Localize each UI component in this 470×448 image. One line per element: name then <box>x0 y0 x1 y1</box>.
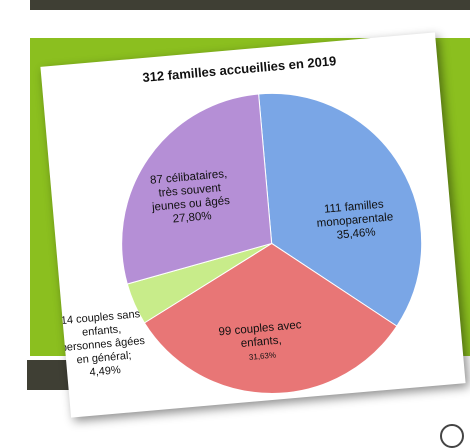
top-dark-bar <box>30 0 470 10</box>
pie-slice <box>121 93 273 285</box>
slice-label-line: enfants, <box>82 323 122 338</box>
slice-label-line: 4,49% <box>89 364 121 379</box>
pie-labels: 111 famillesmonoparentale35,46%99 couple… <box>58 168 393 381</box>
slice-label-line: 31,63% <box>249 351 277 362</box>
slice-label-line: 27,80% <box>172 210 212 225</box>
dark-corner-tab <box>27 360 73 390</box>
pie-slice <box>143 242 398 394</box>
pie-chart: 312 familles accueillies en 2019 111 fam… <box>58 53 423 394</box>
pie-slice <box>258 92 423 327</box>
circle-icon <box>440 424 464 448</box>
slice-label-line: 111 familles <box>324 199 385 216</box>
slice-label-line: enfants, <box>240 334 282 350</box>
chart-card: 312 familles accueillies en 2019 111 fam… <box>40 32 466 418</box>
slice-label: 14 couples sansenfants,personnes âgéesen… <box>58 308 148 381</box>
pie-slices <box>121 92 423 394</box>
chart-title: 312 familles accueillies en 2019 <box>142 53 337 85</box>
slice-label-line: 35,46% <box>336 226 376 241</box>
slice-label-line: très souvent <box>158 182 222 199</box>
slice-label-line: en général; <box>76 350 132 367</box>
